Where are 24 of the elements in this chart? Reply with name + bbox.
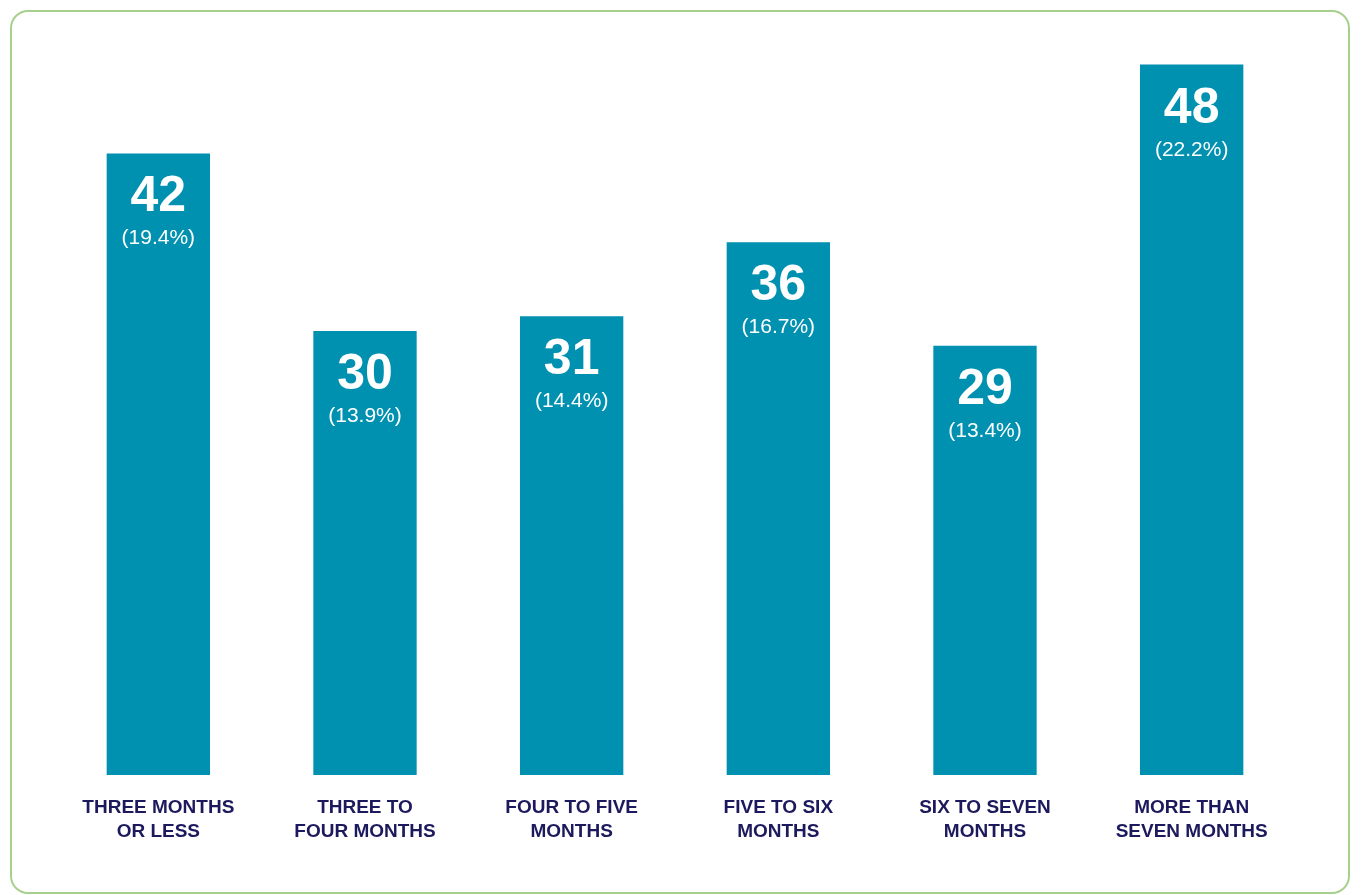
x-tick-label: FIVE TO SIX MONTHS (723, 795, 834, 841)
x-tick-label: THREE MONTHS OR LESS (82, 795, 235, 841)
bar (106, 153, 210, 775)
annotation: (14.4%) (534, 388, 609, 412)
bar (933, 345, 1037, 775)
annotation: (22.2%) (1154, 136, 1229, 160)
annotation: (19.4%) (121, 225, 196, 249)
data-label: 31 (543, 329, 600, 386)
data-label: 36 (750, 255, 807, 312)
x-tick-label: MORE THAN SEVEN MONTHS (1115, 795, 1268, 841)
bar (313, 331, 417, 775)
x-tick-label: FOUR TO FIVE MONTHS (505, 795, 638, 841)
data-label: 30 (337, 344, 393, 400)
x-tick-label: SIX TO SEVEN MONTHS (919, 795, 1051, 841)
annotation: (13.4%) (948, 417, 1022, 441)
data-label: 29 (957, 358, 1013, 415)
data-label: 48 (1163, 77, 1220, 134)
data-label: 42 (130, 166, 187, 223)
bar (726, 242, 830, 775)
bar (1140, 64, 1244, 775)
bar (520, 316, 624, 775)
x-tick-label: THREE TO FOUR MONTHS (294, 795, 436, 841)
annotation: (16.7%) (741, 314, 816, 338)
annotation: (13.9%) (328, 403, 402, 426)
